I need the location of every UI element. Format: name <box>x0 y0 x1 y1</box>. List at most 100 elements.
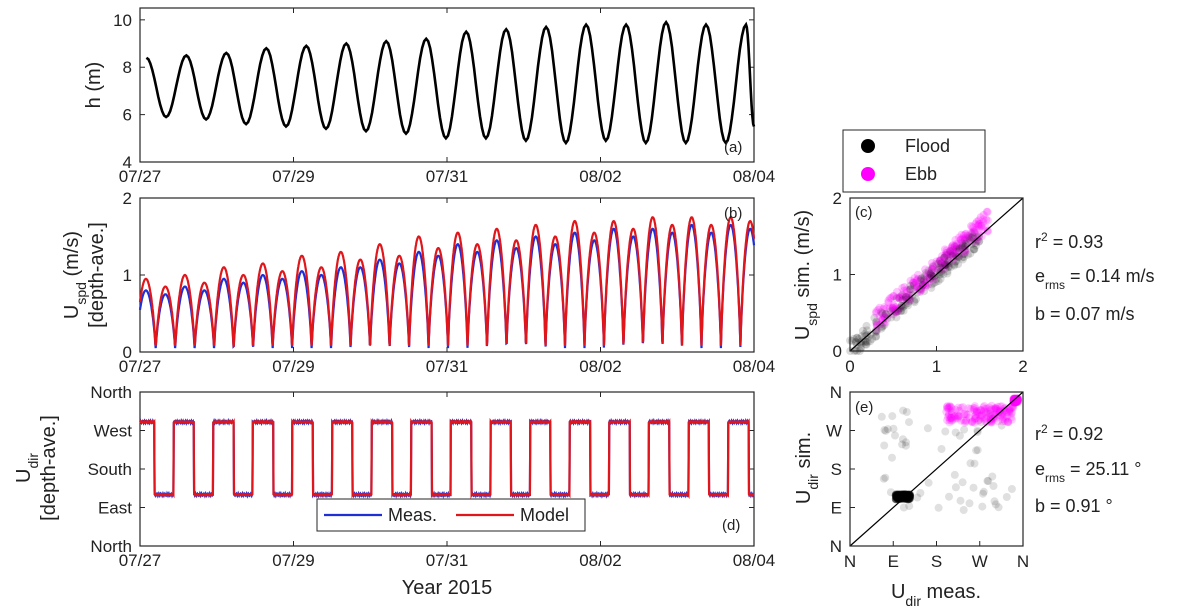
flood-point <box>871 332 880 341</box>
ebb-point <box>987 401 996 410</box>
flood-point <box>891 495 900 504</box>
x-tick-label: 0 <box>845 357 854 376</box>
flood-point <box>896 490 905 499</box>
flood-point <box>965 499 974 508</box>
ebb-point <box>1011 397 1020 406</box>
flood-point <box>898 493 907 502</box>
flood-point <box>901 494 910 503</box>
flood-point <box>894 492 903 501</box>
ebb-point <box>954 412 963 421</box>
ebb-point <box>969 227 977 236</box>
panel-d-y-ticks: North West South East North <box>88 383 754 556</box>
flood-point <box>859 337 868 346</box>
ebb-point <box>924 268 933 277</box>
flood-point <box>946 250 955 259</box>
ebb-point <box>891 305 900 314</box>
flood-point <box>906 281 915 290</box>
flood-point <box>887 313 896 322</box>
flood-point <box>928 263 937 272</box>
flood-point <box>985 409 994 418</box>
flood-point <box>898 290 907 299</box>
ebb-point <box>911 278 920 287</box>
ebb-point <box>922 273 931 282</box>
ebb-point <box>987 418 995 427</box>
flood-point <box>893 492 901 501</box>
ebb-point <box>1010 396 1019 405</box>
flood-point <box>966 459 975 468</box>
flood-point <box>889 306 898 315</box>
flood-point <box>899 491 908 500</box>
ebb-point <box>1013 395 1022 404</box>
ebb-point <box>889 292 898 301</box>
x-tick-label: E <box>888 552 899 571</box>
ebb-point <box>902 286 911 295</box>
flood-point <box>892 493 901 501</box>
flood-point <box>893 491 902 500</box>
ebb-point <box>950 248 959 257</box>
ebb-point <box>1010 398 1019 407</box>
ebb-point <box>948 249 957 258</box>
flood-point <box>891 431 899 440</box>
ebb-point <box>912 281 921 290</box>
flood-point <box>922 281 931 290</box>
flood-point <box>963 250 972 259</box>
ebb-point <box>953 243 962 252</box>
ebb-point <box>1013 395 1022 404</box>
flood-point <box>893 494 902 503</box>
flood-point <box>862 340 871 349</box>
flood-point <box>941 260 950 269</box>
legend-model-label: Model <box>520 505 569 525</box>
flood-point <box>969 483 978 492</box>
ebb-point <box>1010 397 1019 406</box>
ebb-point <box>947 244 956 253</box>
flood-point <box>935 257 944 266</box>
ebb-point <box>899 286 908 295</box>
ebb-point <box>942 407 951 416</box>
flood-point <box>905 490 914 499</box>
flood-point <box>901 490 910 499</box>
ebb-point <box>921 279 930 288</box>
ebb-point <box>878 316 887 325</box>
ebb-point <box>947 243 956 252</box>
flood-point <box>905 494 914 503</box>
flood-point <box>905 494 914 503</box>
flood-point <box>896 490 905 499</box>
ebb-point <box>980 402 989 410</box>
ebb-point <box>895 293 904 302</box>
flood-point <box>918 280 927 289</box>
flood-point <box>872 318 881 327</box>
flood-point <box>958 243 966 252</box>
ebb-point <box>981 409 990 418</box>
ebb-point <box>977 411 986 420</box>
ebb-point <box>983 404 991 413</box>
x-tick-label: N <box>844 552 856 571</box>
ebb-point <box>947 413 956 422</box>
ebb-point <box>1007 415 1016 424</box>
ebb-point <box>983 226 992 235</box>
ebb-point <box>952 239 961 248</box>
ebb-point <box>980 415 989 423</box>
ebb-point <box>875 303 884 312</box>
flood-point <box>892 491 901 500</box>
panel-d-x-ticks: 07/27 07/29 07/31 08/02 08/04 <box>119 392 775 570</box>
ebb-point <box>888 304 897 313</box>
panel-c-speed-scatter: 0 1 2 0 1 2 (c) Uspd sim. (m/s) r2 = 0.93 erm… <box>792 189 1155 376</box>
ebb-point <box>995 407 1004 416</box>
panel-b-ylabel-line2: [depth-ave.] <box>86 222 108 328</box>
ebb-point <box>1010 397 1019 405</box>
ebb-point <box>905 285 914 294</box>
x-tick-label: 07/29 <box>272 357 315 376</box>
flood-point <box>919 277 928 286</box>
ebb-point <box>873 320 882 329</box>
ebb-point <box>943 413 952 421</box>
flood-point <box>889 424 898 433</box>
ebb-point <box>944 403 953 412</box>
flood-point <box>943 269 952 278</box>
flood-point <box>942 260 951 269</box>
ebb-point <box>956 235 965 244</box>
x-tick-label: 07/29 <box>272 167 315 186</box>
ebb-point <box>979 403 988 412</box>
ebb-point <box>905 292 914 301</box>
ebb-point <box>892 287 901 296</box>
